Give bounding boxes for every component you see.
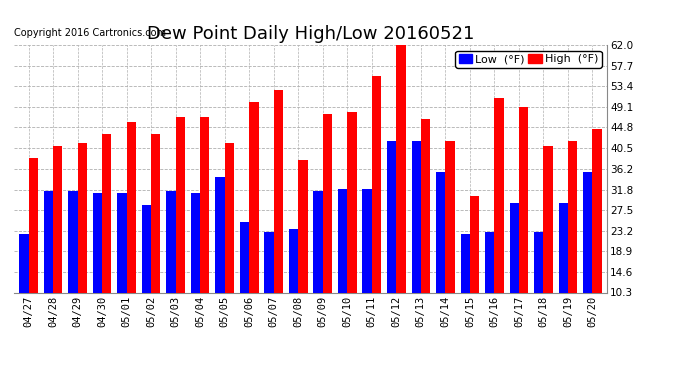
Bar bbox=[274, 90, 283, 342]
Bar bbox=[534, 232, 544, 342]
Bar bbox=[102, 134, 111, 342]
Bar bbox=[347, 112, 357, 342]
Bar bbox=[559, 203, 568, 342]
Bar bbox=[19, 234, 28, 342]
Bar bbox=[142, 206, 151, 342]
Bar bbox=[117, 194, 126, 342]
Bar bbox=[387, 141, 396, 342]
Bar bbox=[215, 177, 225, 342]
Bar bbox=[289, 229, 298, 342]
Bar bbox=[544, 146, 553, 342]
Bar bbox=[200, 117, 210, 342]
Bar bbox=[362, 189, 372, 342]
Bar bbox=[485, 232, 495, 342]
Bar bbox=[225, 143, 234, 342]
Bar bbox=[92, 194, 102, 342]
Bar bbox=[421, 119, 430, 342]
Legend: Low  (°F), High  (°F): Low (°F), High (°F) bbox=[455, 51, 602, 68]
Bar bbox=[240, 222, 249, 342]
Bar bbox=[298, 160, 308, 342]
Bar bbox=[583, 172, 593, 342]
Bar bbox=[249, 102, 259, 342]
Bar bbox=[176, 117, 185, 342]
Bar bbox=[68, 191, 77, 342]
Bar bbox=[313, 191, 323, 342]
Bar bbox=[264, 232, 274, 342]
Bar bbox=[396, 45, 406, 342]
Bar bbox=[460, 234, 470, 342]
Bar bbox=[191, 194, 200, 342]
Bar bbox=[411, 141, 421, 342]
Title: Dew Point Daily High/Low 20160521: Dew Point Daily High/Low 20160521 bbox=[147, 26, 474, 44]
Bar bbox=[77, 143, 87, 342]
Bar bbox=[126, 122, 136, 342]
Bar bbox=[372, 76, 381, 342]
Bar bbox=[519, 107, 529, 342]
Bar bbox=[338, 189, 347, 342]
Bar bbox=[495, 98, 504, 342]
Bar bbox=[510, 203, 519, 342]
Bar bbox=[166, 191, 176, 342]
Bar bbox=[323, 114, 332, 342]
Bar bbox=[445, 141, 455, 342]
Text: Copyright 2016 Cartronics.com: Copyright 2016 Cartronics.com bbox=[14, 28, 166, 38]
Bar bbox=[436, 172, 445, 342]
Bar bbox=[43, 191, 53, 342]
Bar bbox=[593, 129, 602, 342]
Bar bbox=[53, 146, 62, 342]
Bar bbox=[151, 134, 161, 342]
Bar bbox=[568, 141, 578, 342]
Bar bbox=[470, 196, 479, 342]
Bar bbox=[28, 158, 38, 342]
